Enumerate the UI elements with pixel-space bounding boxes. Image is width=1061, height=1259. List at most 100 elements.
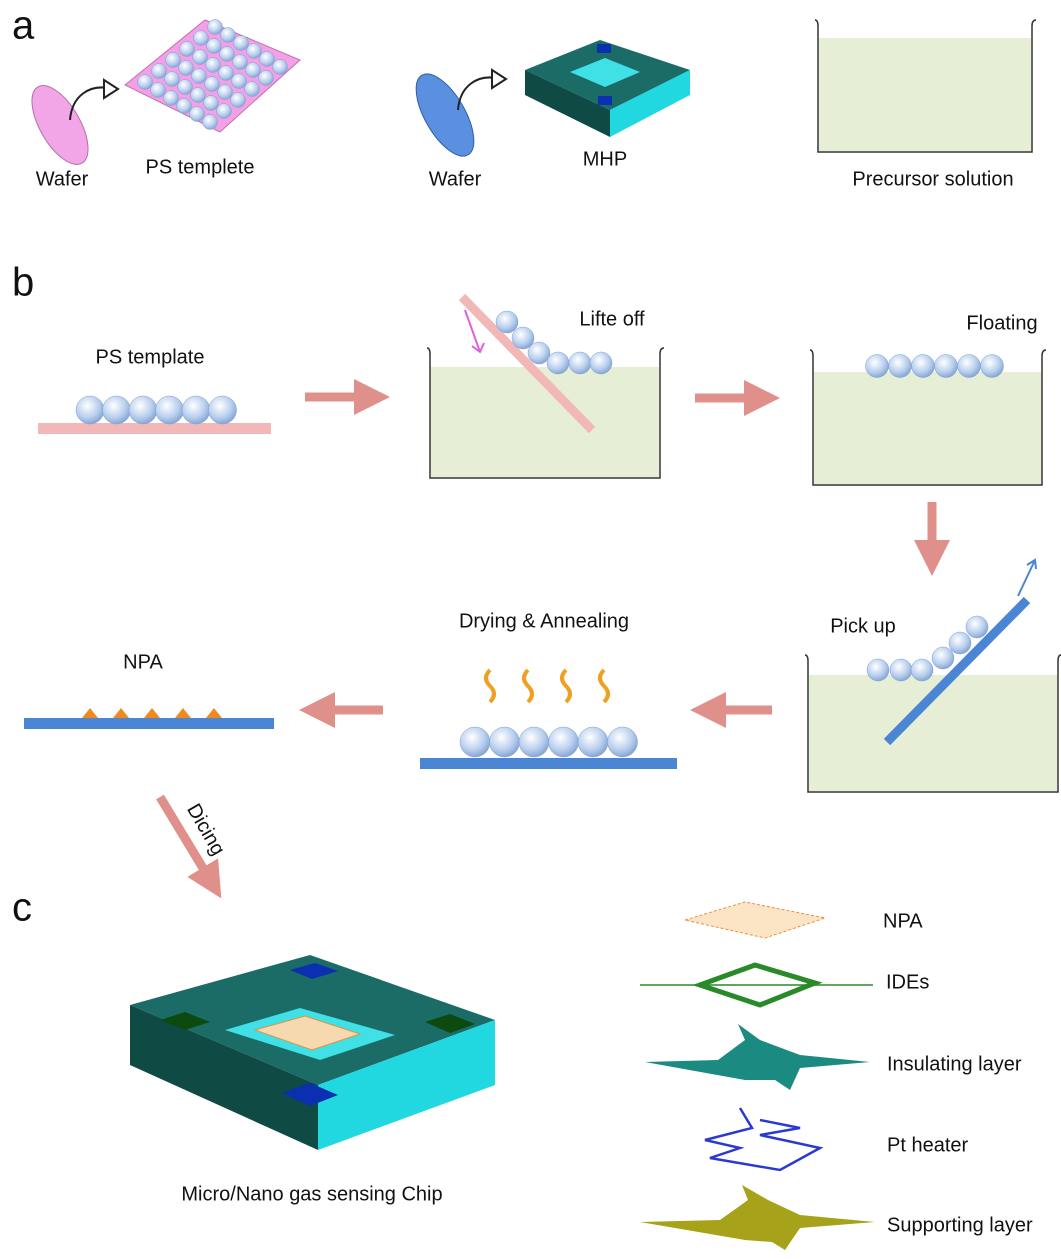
sphere — [865, 354, 889, 378]
sphere — [216, 103, 232, 119]
sphere — [245, 62, 261, 78]
sphere — [177, 79, 193, 95]
sphere — [233, 35, 249, 51]
sphere — [889, 658, 913, 682]
sphere — [489, 726, 520, 758]
mhp-window — [570, 58, 640, 87]
sphere — [259, 51, 275, 67]
npa-dot — [82, 708, 98, 718]
sphere — [219, 46, 235, 62]
liquid — [814, 372, 1041, 484]
npa-mesh — [253, 1015, 362, 1051]
sphere — [151, 63, 167, 79]
sphere — [518, 726, 550, 758]
sphere — [568, 351, 592, 375]
label: Wafer — [36, 168, 89, 190]
sphere — [272, 59, 288, 75]
chip-side — [318, 1020, 495, 1150]
pad — [597, 44, 611, 53]
sphere — [911, 354, 935, 378]
insulating-layer — [645, 1024, 870, 1090]
sphere — [230, 92, 246, 108]
layer-label: Insulating layer — [887, 1053, 1022, 1075]
npa-layer — [683, 901, 827, 939]
pad — [160, 1012, 210, 1030]
substrate — [24, 718, 274, 729]
sphere — [179, 41, 195, 57]
panel-letter: c — [12, 886, 32, 930]
sphere — [189, 106, 205, 122]
sphere — [217, 84, 233, 100]
sphere — [205, 57, 221, 73]
label: Precursor solution — [852, 168, 1013, 190]
sphere — [548, 726, 579, 758]
sphere — [980, 354, 1004, 378]
sphere — [258, 70, 274, 86]
sphere — [231, 73, 247, 89]
arrow — [464, 309, 485, 354]
sphere — [176, 98, 192, 114]
arrow — [1017, 558, 1037, 597]
sphere — [511, 326, 535, 350]
npa-dot — [113, 708, 129, 718]
sphere — [910, 658, 934, 682]
arrow — [457, 76, 497, 111]
sphere — [102, 395, 131, 425]
layer-label: Pt heater — [887, 1134, 969, 1156]
npa-dot — [206, 708, 222, 718]
arrow — [156, 794, 222, 899]
sphere — [948, 631, 972, 655]
sphere — [888, 354, 912, 378]
arrow-head — [491, 68, 508, 90]
sphere — [181, 395, 211, 425]
layer-label: NPA — [883, 910, 923, 932]
substrate — [38, 423, 271, 434]
sphere — [577, 726, 609, 758]
arrow-head — [103, 78, 120, 100]
sphere — [75, 395, 105, 425]
sphere — [164, 71, 180, 87]
supporting-layer — [640, 1185, 875, 1250]
npa-dot — [175, 708, 191, 718]
label: MHP — [583, 148, 627, 170]
sphere — [495, 310, 519, 334]
decoration — [24, 19, 1061, 1250]
sphere — [232, 54, 248, 70]
sphere — [866, 658, 890, 682]
substrate — [420, 758, 677, 769]
sphere — [155, 395, 184, 425]
label: PS template — [96, 346, 205, 368]
chip-side — [130, 1005, 318, 1150]
sphere — [931, 646, 955, 670]
panel-letter: a — [12, 4, 35, 48]
layer-label: Supporting layer — [887, 1214, 1033, 1236]
sphere — [165, 52, 181, 68]
label: Floating — [966, 312, 1037, 334]
sphere — [178, 60, 194, 76]
sphere — [191, 68, 207, 84]
liquid — [819, 38, 1031, 151]
sphere — [190, 87, 206, 103]
heat-wave — [522, 668, 534, 704]
sphere — [965, 615, 989, 639]
label: Pick up — [830, 615, 896, 637]
sphere — [607, 726, 638, 758]
sphere — [546, 351, 570, 375]
npa-dot — [144, 708, 160, 718]
pad — [425, 1014, 475, 1033]
container — [809, 349, 1047, 486]
heat-wave — [598, 668, 610, 704]
sphere — [202, 114, 218, 130]
label: Lifte off — [579, 308, 645, 330]
label: PS templete — [146, 156, 255, 178]
mhp-side — [610, 70, 690, 137]
container — [814, 19, 1037, 153]
sphere — [204, 76, 220, 92]
panel-letter: b — [12, 261, 34, 305]
label: NPA — [123, 651, 163, 673]
sphere — [459, 726, 491, 758]
sphere — [192, 49, 208, 65]
sphere — [244, 81, 260, 97]
wafer — [31, 85, 89, 165]
